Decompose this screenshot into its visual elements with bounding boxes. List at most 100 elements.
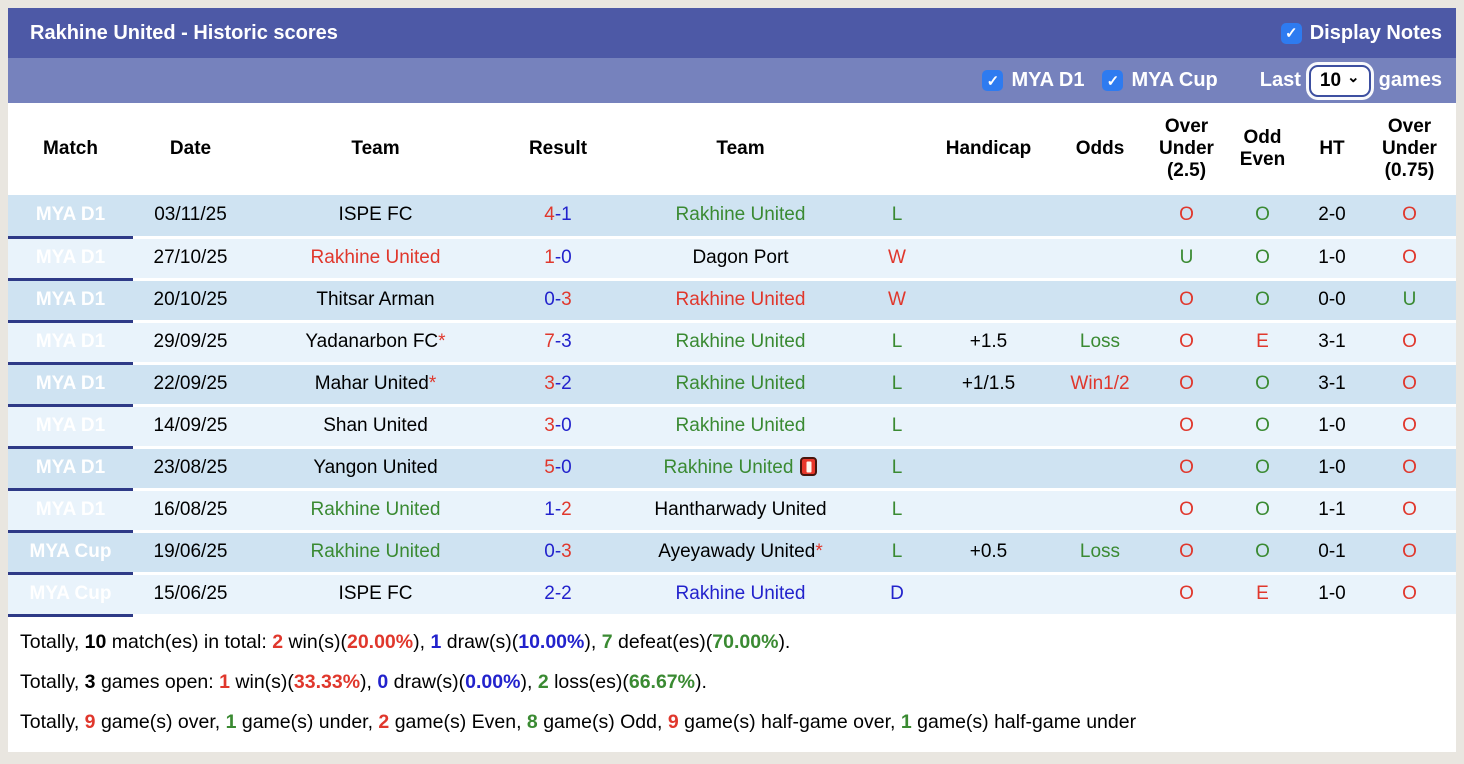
- summary-segment: 70.00%: [712, 630, 779, 653]
- odds-cell: [1051, 237, 1149, 281]
- summary-segment: match(es) in total:: [106, 630, 273, 653]
- summary-segment: 1: [900, 710, 912, 733]
- outcome-cell: L: [868, 531, 926, 575]
- handicap-cell: [926, 447, 1051, 491]
- table-row: MYA D1 20/10/25 Thitsar Arman 0-3 Rakhin…: [8, 279, 1456, 323]
- display-notes-checkbox[interactable]: ✓: [1280, 22, 1302, 44]
- ht-cell: 0-0: [1301, 279, 1363, 323]
- team-name[interactable]: Rakhine United: [675, 204, 806, 226]
- mya-d1-checkbox[interactable]: ✓: [982, 70, 1004, 91]
- team-name[interactable]: Rakhine United: [675, 331, 806, 352]
- summary-segment: win(s)(: [283, 630, 347, 653]
- team-name[interactable]: Rakhine United: [310, 499, 441, 520]
- history-table-body: MYA D1 03/11/25 ISPE FC 4-1 Rakhine Unit…: [8, 195, 1456, 617]
- over-under-075-cell: O: [1363, 363, 1456, 407]
- handicap-cell: +0.5: [926, 531, 1051, 575]
- team-name[interactable]: Mahar United: [314, 373, 429, 394]
- home-team-cell: Mahar United*: [248, 363, 503, 407]
- col-handicap: Handicap: [926, 103, 1051, 195]
- team-name[interactable]: Yangon United: [313, 457, 438, 478]
- col-result: Result: [503, 103, 613, 195]
- summary-segment: 7: [601, 630, 613, 653]
- last-games-select[interactable]: 10 ⌄: [1308, 64, 1371, 97]
- over-under-25-cell: O: [1149, 195, 1224, 239]
- team-name[interactable]: Shan United: [323, 415, 428, 436]
- table-row: MYA D1 27/10/25 Rakhine United 1-0 Dagon…: [8, 237, 1456, 281]
- score-cell: 3-2: [503, 363, 613, 407]
- team-name[interactable]: Rakhine United: [675, 415, 806, 436]
- summary-segment: 1: [219, 670, 230, 693]
- home-team-cell: Shan United: [248, 405, 503, 449]
- league-cell: MYA D1: [8, 363, 133, 407]
- table-row: MYA D1 23/08/25 Yangon United 5-0 Rakhin…: [8, 447, 1456, 491]
- summary-segment: loss(es)(: [548, 670, 629, 693]
- away-team-cell: Rakhine United: [613, 363, 868, 407]
- team-name[interactable]: ISPE FC: [338, 204, 413, 226]
- historic-scores-panel: Rakhine United - Historic scores ✓ Displ…: [8, 8, 1456, 752]
- date-cell: 27/10/25: [133, 237, 248, 281]
- summary-segment: Totally,: [20, 630, 85, 653]
- summary-segment: game(s) Odd,: [537, 710, 668, 733]
- summary-section: Totally, 10 match(es) in total: 2 win(s)…: [8, 616, 1456, 752]
- summary-segment: 2: [378, 710, 390, 733]
- summary-segment: 10.00%: [518, 630, 585, 653]
- odd-even-cell: O: [1224, 279, 1301, 323]
- league-cell: MYA Cup: [8, 531, 133, 575]
- away-team-cell: Dagon Port: [613, 237, 868, 281]
- odds-cell: [1051, 489, 1149, 533]
- team-name[interactable]: Rakhine United: [310, 541, 441, 562]
- mya-cup-checkbox[interactable]: ✓: [1102, 70, 1124, 91]
- over-under-25-cell: O: [1149, 363, 1224, 407]
- odd-even-cell: O: [1224, 237, 1301, 281]
- red-card-icon: [800, 457, 818, 476]
- col-date: Date: [133, 103, 248, 195]
- score-cell: 2-2: [503, 573, 613, 617]
- over-under-25-cell: O: [1149, 321, 1224, 365]
- summary-segment: 0.00%: [465, 670, 521, 693]
- col-odd-even: Odd Even: [1224, 103, 1301, 195]
- outcome-cell: L: [868, 363, 926, 407]
- games-label: games: [1378, 69, 1442, 91]
- date-cell: 29/09/25: [133, 321, 248, 365]
- summary-segment: game(s) Even,: [389, 710, 527, 733]
- table-row: MYA D1 03/11/25 ISPE FC 4-1 Rakhine Unit…: [8, 195, 1456, 239]
- team-name[interactable]: Rakhine United: [310, 247, 441, 268]
- team-name[interactable]: Hantharwady United: [654, 499, 827, 520]
- check-icon: ✓: [1106, 72, 1120, 90]
- col-outcome: [868, 103, 926, 195]
- handicap-cell: +1/1.5: [926, 363, 1051, 407]
- outcome-cell: L: [868, 447, 926, 491]
- team-name[interactable]: Rakhine United: [675, 373, 806, 394]
- team-name[interactable]: ISPE FC: [338, 583, 413, 604]
- score-cell: 7-3: [503, 321, 613, 365]
- league-cell: MYA D1: [8, 195, 133, 239]
- outcome-cell: W: [868, 279, 926, 323]
- summary-segment: game(s) under,: [236, 710, 379, 733]
- team-name[interactable]: Rakhine United: [663, 457, 794, 478]
- filter-mya-cup[interactable]: ✓ MYA Cup: [1102, 69, 1218, 92]
- over-under-25-cell: O: [1149, 405, 1224, 449]
- over-under-075-cell: O: [1363, 237, 1456, 281]
- outcome-cell: L: [868, 489, 926, 533]
- team-name[interactable]: Thitsar Arman: [316, 289, 435, 310]
- table-row: MYA D1 22/09/25 Mahar United* 3-2 Rakhin…: [8, 363, 1456, 407]
- over-under-25-cell: O: [1149, 531, 1224, 575]
- ht-cell: 1-0: [1301, 405, 1363, 449]
- date-cell: 14/09/25: [133, 405, 248, 449]
- odds-cell: [1051, 279, 1149, 323]
- title-bar: Rakhine United - Historic scores ✓ Displ…: [8, 8, 1456, 58]
- display-notes-toggle[interactable]: ✓ Display Notes: [1280, 22, 1442, 45]
- summary-segment: 66.67%: [628, 670, 695, 693]
- handicap-cell: [926, 405, 1051, 449]
- summary-segment: ).: [778, 630, 791, 653]
- summary-line-total: Totally, 10 match(es) in total: 2 win(s)…: [20, 622, 1444, 662]
- team-name[interactable]: Dagon Port: [692, 247, 789, 268]
- filter-mya-d1[interactable]: ✓ MYA D1: [982, 69, 1084, 92]
- date-cell: 19/06/25: [133, 531, 248, 575]
- col-over-under-25: Over Under (2.5): [1149, 103, 1224, 195]
- team-name[interactable]: Rakhine United: [675, 583, 806, 604]
- team-name[interactable]: Rakhine United: [675, 289, 806, 310]
- team-name[interactable]: Yadanarbon FC: [305, 331, 439, 352]
- summary-segment: 33.33%: [293, 670, 361, 693]
- team-name[interactable]: Ayeyawady United: [658, 541, 816, 562]
